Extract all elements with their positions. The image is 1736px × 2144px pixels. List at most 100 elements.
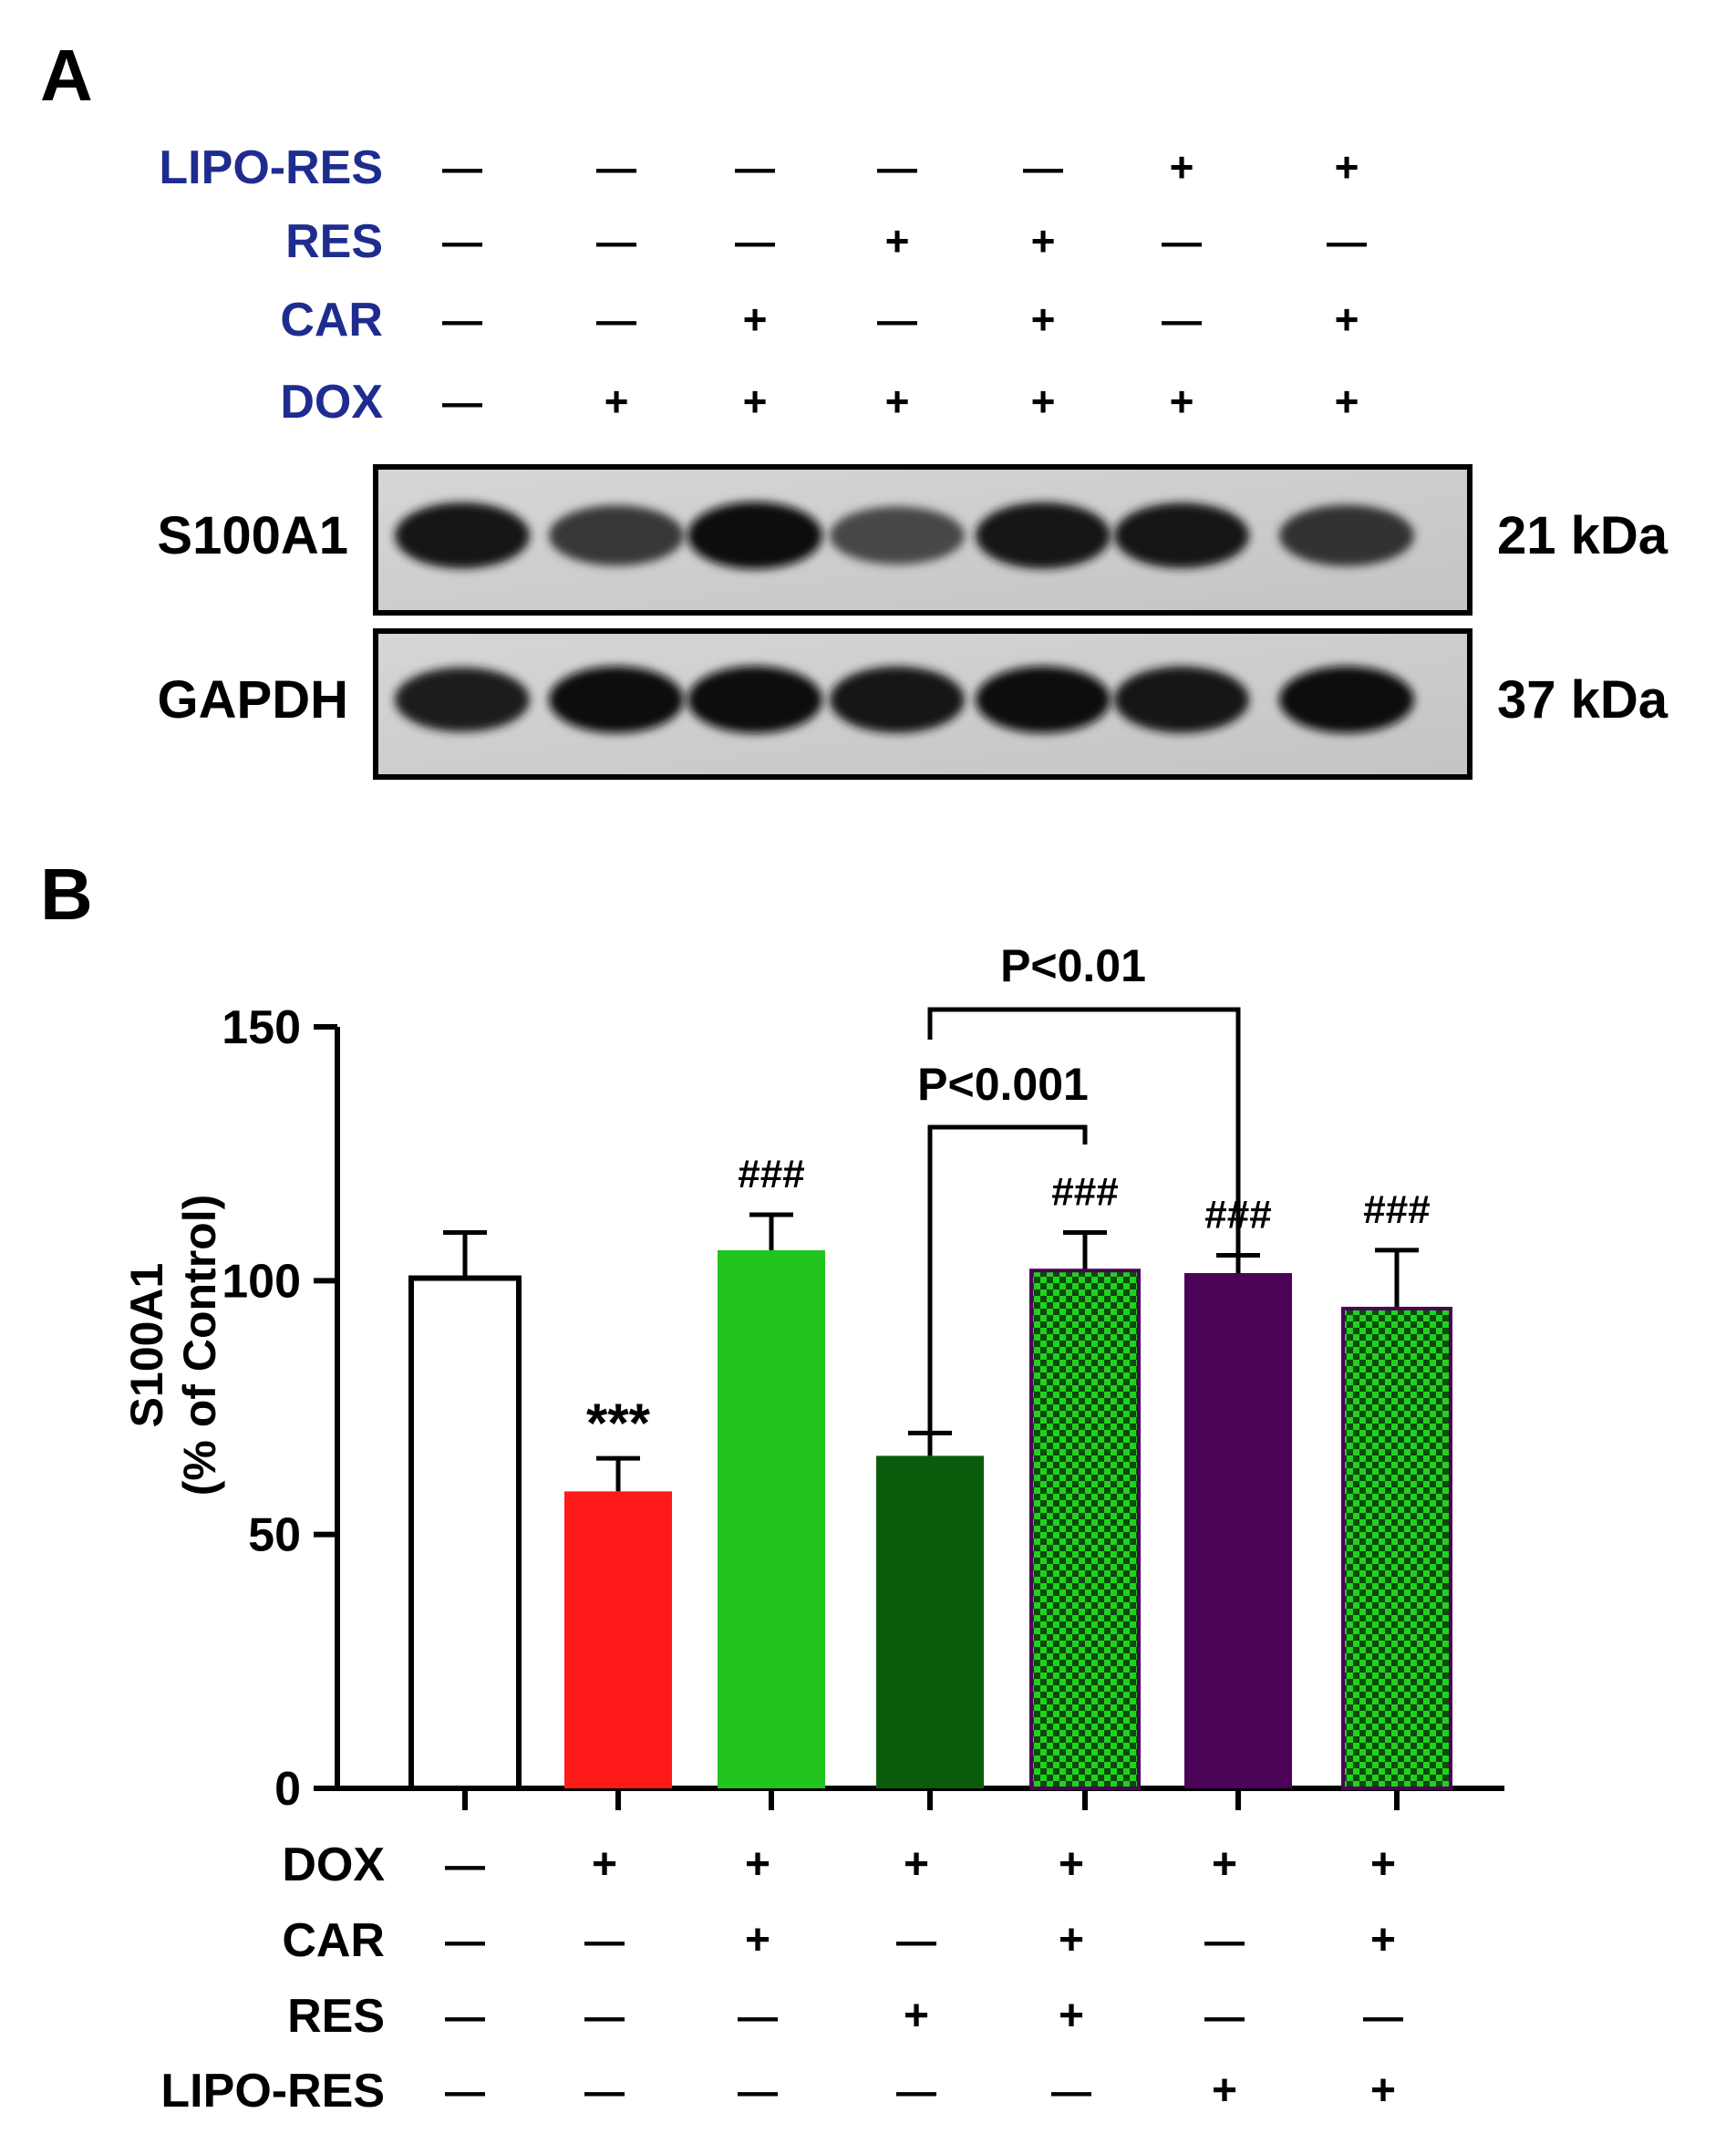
blot-band: [687, 666, 822, 734]
protein-label: GAPDH: [158, 670, 348, 730]
minus-mark: —: [1051, 2069, 1091, 2114]
plus-mark: +: [1059, 1916, 1084, 1964]
minus-mark: —: [445, 2069, 485, 2114]
treatment-label: CAR: [282, 1914, 385, 1967]
treatment-label: CAR: [280, 294, 383, 347]
minus-mark: —: [584, 1919, 625, 1963]
plus-mark: +: [745, 1840, 770, 1889]
panel-a-treatment-table: LIPO-RES — — — — — + + RES — — — + + — — CAR — — + — + — + DOX — +…: [159, 141, 1367, 429]
plus-mark: +: [885, 378, 910, 425]
minus-mark: —: [596, 146, 636, 191]
plus-mark: +: [1335, 378, 1359, 425]
panel-a-label: A: [40, 35, 93, 116]
plus-mark: +: [1370, 1840, 1396, 1889]
minus-mark: —: [445, 1919, 485, 1963]
significance-stars: ***: [586, 1393, 651, 1454]
minus-mark: —: [596, 298, 636, 343]
western-blots: S100A1 21 kDa GAPDH 37 kDa: [157, 464, 1669, 780]
plus-mark: +: [592, 1840, 617, 1889]
p-value-label: P<0.001: [917, 1059, 1089, 1110]
minus-mark: —: [584, 1994, 625, 2039]
minus-mark: —: [1327, 220, 1367, 264]
plus-mark: +: [1212, 2066, 1237, 2115]
plus-mark: +: [1031, 295, 1056, 343]
plus-mark: +: [904, 1840, 929, 1889]
protein-label: S100A1: [157, 506, 348, 565]
y-tick-label: 100: [222, 1255, 301, 1308]
y-tick-label: 50: [248, 1509, 301, 1562]
blot-band: [1279, 666, 1414, 733]
plus-mark: +: [743, 378, 768, 425]
treatment-label: DOX: [280, 376, 383, 429]
minus-mark: —: [896, 1919, 936, 1963]
y-tick-label: 150: [222, 1001, 301, 1054]
blot-band: [976, 502, 1111, 569]
plus-mark: +: [1370, 1916, 1396, 1964]
bar: [564, 1491, 672, 1788]
plus-mark: +: [1170, 378, 1194, 425]
treatment-label: RES: [285, 215, 383, 268]
bracket-line: [927, 1007, 1241, 1263]
blot-s100a1: S100A1 21 kDa: [157, 464, 1669, 616]
plus-mark: +: [904, 1992, 929, 2040]
comparison-bracket: P<0.001: [917, 1059, 1089, 1432]
minus-mark: —: [442, 220, 482, 264]
molecular-weight-label: 37 kDa: [1497, 670, 1669, 730]
y-tick-label: 0: [274, 1763, 301, 1816]
p-value-label: P<0.01: [1000, 940, 1146, 991]
blot-band: [1114, 666, 1249, 733]
bar: [408, 1275, 522, 1792]
treatment-label: RES: [287, 1990, 385, 2043]
blot-band: [830, 506, 965, 565]
significance-hashes: ###: [738, 1152, 804, 1196]
bar: [718, 1249, 825, 1788]
blot-band: [549, 505, 684, 566]
bar: [1029, 1269, 1141, 1790]
minus-mark: —: [1204, 1919, 1245, 1963]
minus-mark: —: [735, 146, 775, 191]
molecular-weight-label: 21 kDa: [1497, 506, 1669, 565]
blot-band: [395, 502, 530, 569]
minus-mark: —: [877, 298, 917, 343]
treatment-label: LIPO-RES: [159, 141, 383, 194]
bar: [1341, 1306, 1452, 1790]
x-axis: [337, 1786, 1504, 1810]
comparison-brackets: P<0.01 P<0.001: [917, 940, 1241, 1432]
minus-mark: —: [1162, 220, 1202, 264]
minus-mark: —: [877, 146, 917, 191]
plus-mark: +: [1031, 217, 1056, 264]
plus-mark: +: [1212, 1840, 1237, 1889]
minus-mark: —: [738, 2069, 778, 2114]
plus-mark: +: [885, 217, 910, 264]
minus-mark: —: [442, 380, 482, 425]
minus-mark: —: [896, 2069, 936, 2114]
plus-mark: +: [1370, 2066, 1396, 2115]
blot-band: [976, 666, 1111, 733]
minus-mark: —: [442, 298, 482, 343]
treatment-label: LIPO-RES: [160, 2065, 385, 2118]
panel-b-label: B: [40, 854, 93, 935]
plus-mark: +: [745, 1916, 770, 1964]
bracket-line: [927, 1124, 1088, 1432]
y-axis-label: S100A1: [121, 1263, 172, 1428]
minus-mark: —: [445, 1994, 485, 2039]
minus-mark: —: [584, 2069, 625, 2114]
treatment-label: DOX: [282, 1838, 385, 1891]
minus-mark: —: [1023, 146, 1063, 191]
blot-band: [1114, 502, 1249, 568]
plus-mark: +: [1031, 378, 1056, 425]
blot-band: [549, 666, 684, 733]
significance-hashes: ###: [1051, 1169, 1118, 1214]
minus-mark: —: [738, 1994, 778, 2039]
minus-mark: —: [445, 1843, 485, 1888]
blot-band: [687, 502, 822, 570]
plus-mark: +: [1335, 143, 1359, 191]
minus-mark: —: [1363, 1994, 1403, 2039]
bars: ***### ###### ###: [408, 1152, 1452, 1792]
minus-mark: —: [735, 220, 775, 264]
bar: [876, 1455, 984, 1788]
y-axis: 0 50 100 150: [222, 1001, 340, 1816]
significance-hashes: ###: [1363, 1187, 1430, 1232]
